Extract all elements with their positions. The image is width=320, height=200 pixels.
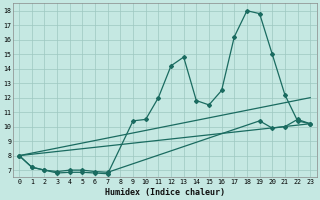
X-axis label: Humidex (Indice chaleur): Humidex (Indice chaleur) — [105, 188, 225, 197]
